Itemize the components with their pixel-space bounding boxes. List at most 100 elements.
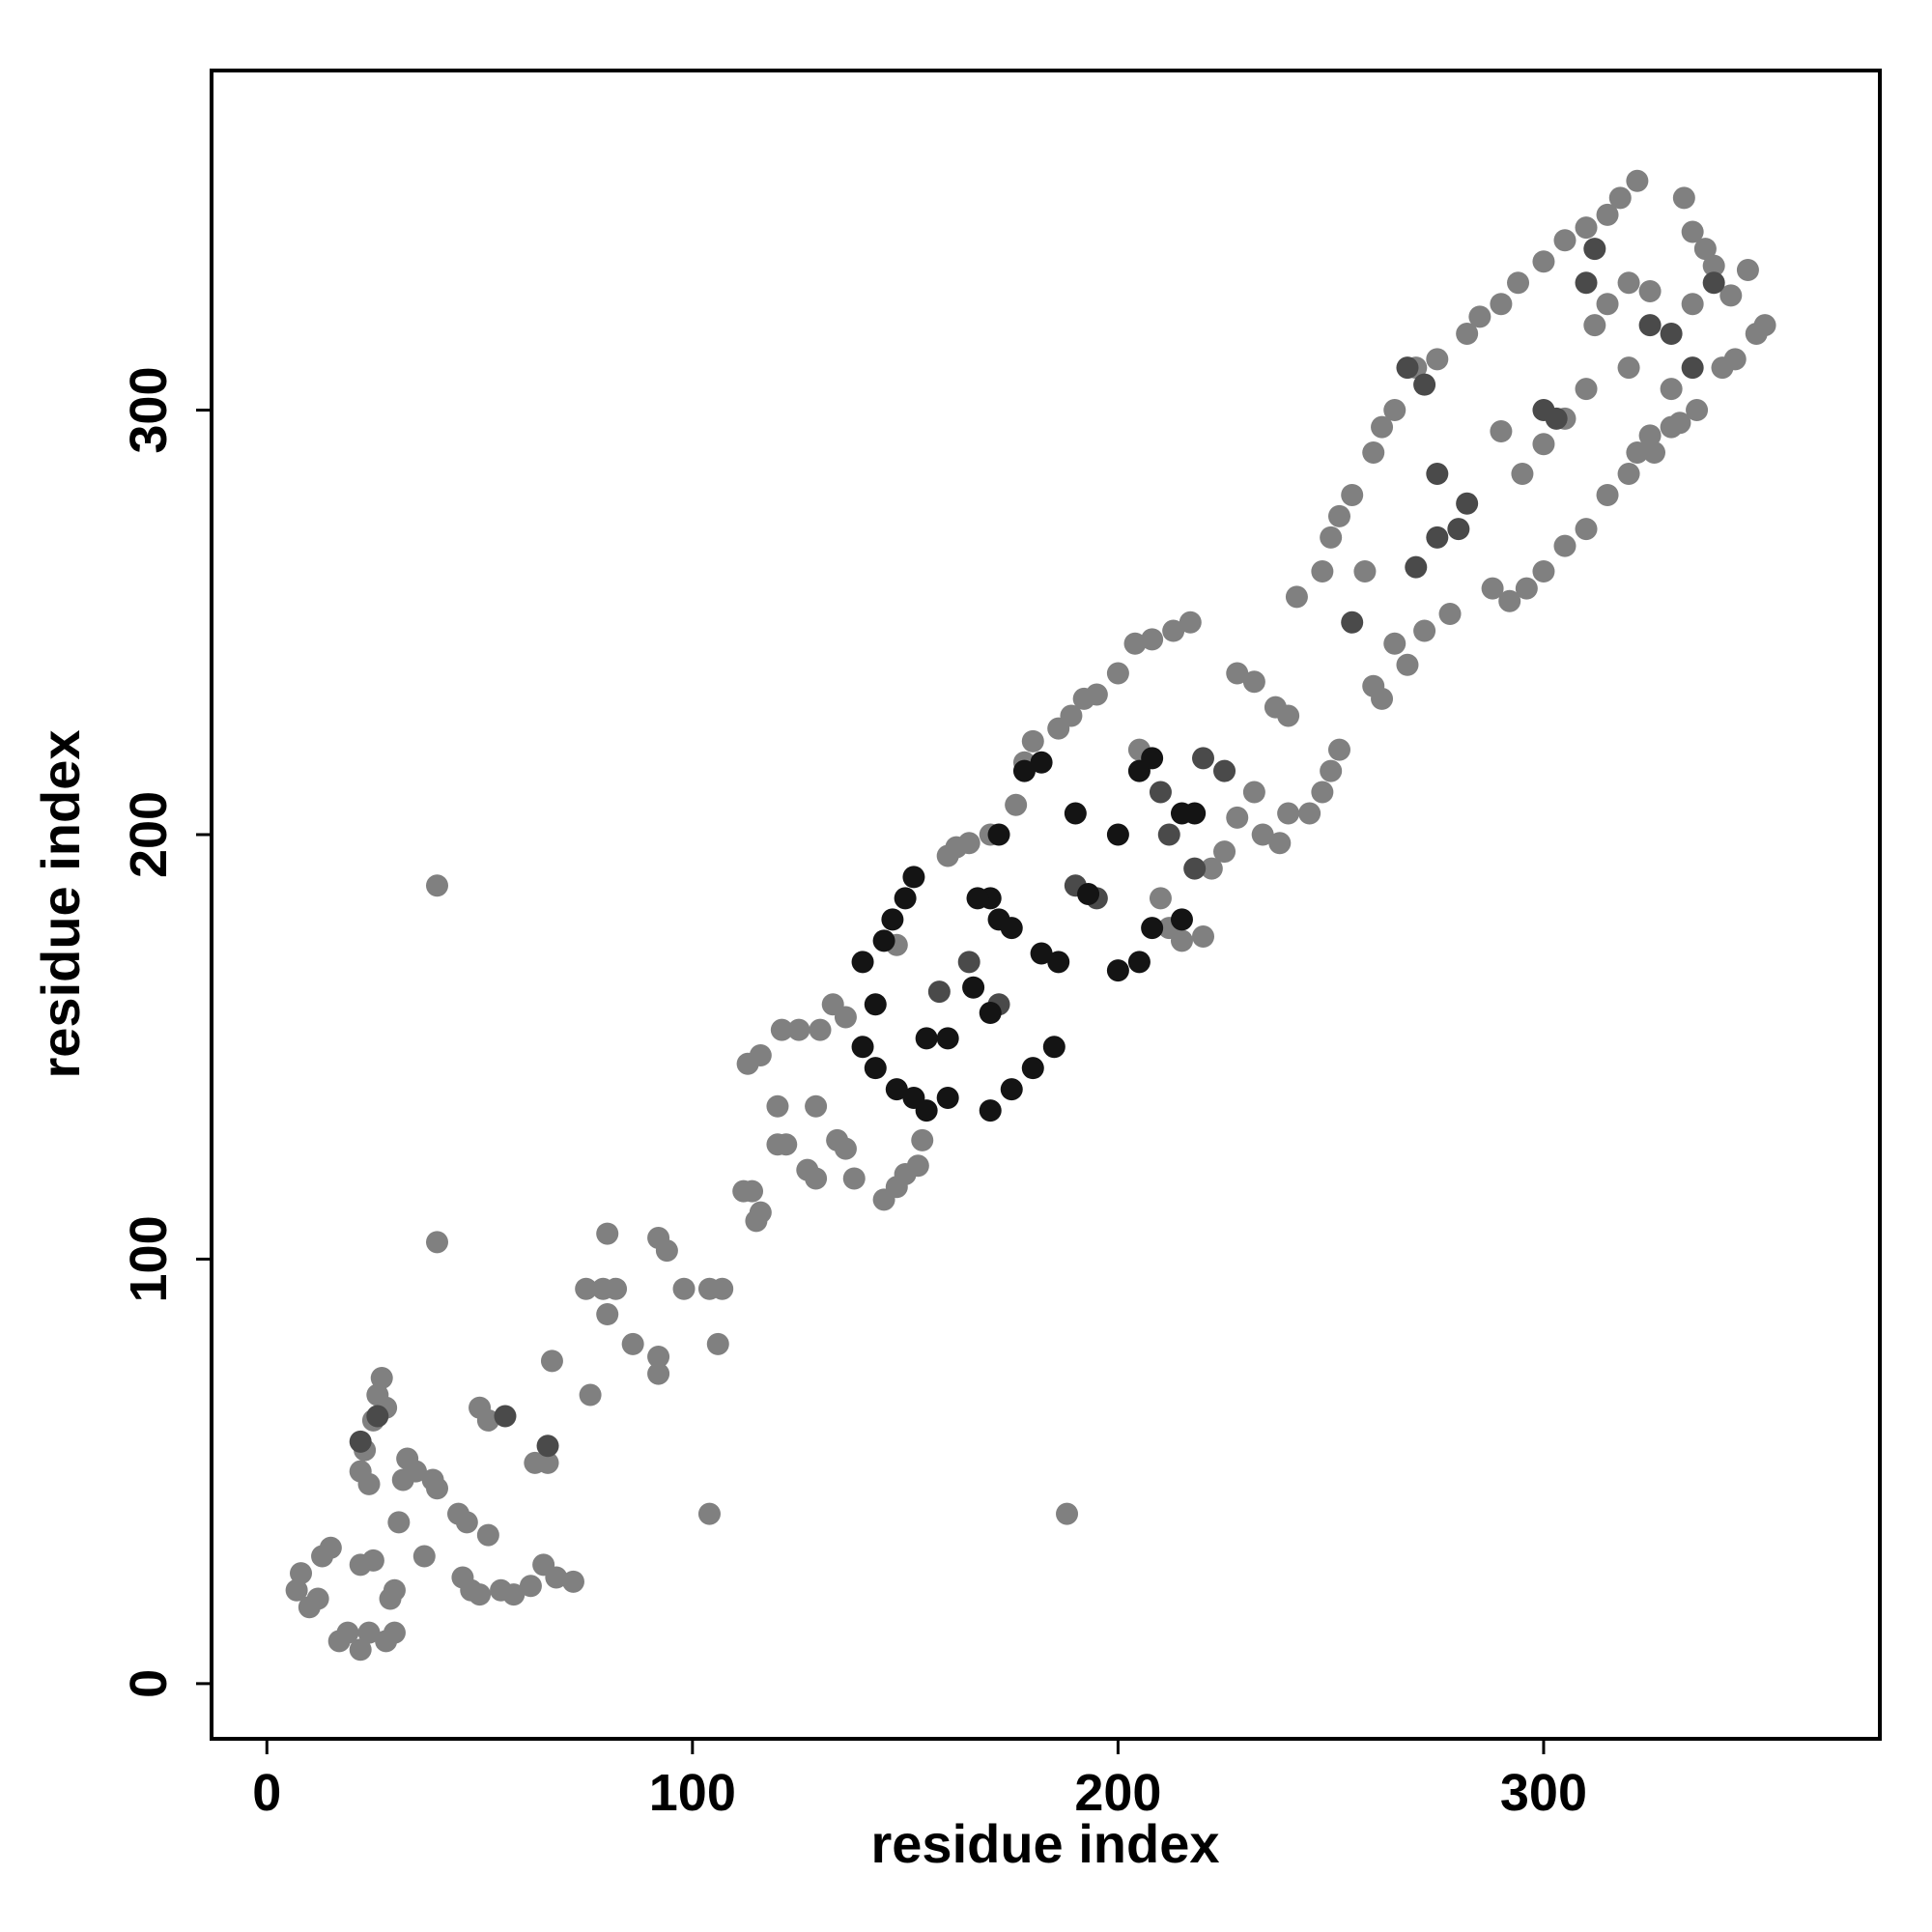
point	[894, 887, 917, 910]
point	[579, 1383, 602, 1406]
point	[1056, 1502, 1079, 1525]
point	[1149, 781, 1172, 804]
point	[1638, 314, 1662, 337]
point	[519, 1575, 542, 1598]
point	[349, 1430, 372, 1453]
point	[1005, 793, 1028, 816]
point	[1162, 619, 1185, 642]
point	[1626, 169, 1649, 192]
point	[540, 1350, 563, 1373]
point	[1362, 440, 1385, 464]
point	[1179, 611, 1202, 634]
point	[469, 1583, 492, 1606]
point	[1719, 284, 1743, 307]
point	[1268, 832, 1292, 855]
point	[1383, 632, 1406, 655]
point	[711, 1277, 734, 1300]
point	[1426, 462, 1449, 485]
point	[749, 1044, 772, 1067]
point	[775, 1133, 798, 1156]
point	[1413, 373, 1436, 396]
point	[1192, 924, 1215, 948]
point	[1341, 611, 1364, 634]
point	[412, 1545, 436, 1568]
point	[1157, 823, 1180, 846]
point	[1226, 806, 1249, 829]
point	[927, 980, 951, 1004]
point	[885, 1078, 908, 1101]
point	[1060, 704, 1083, 727]
point	[1277, 802, 1300, 825]
point	[1311, 781, 1334, 804]
point	[1490, 293, 1513, 316]
point	[1396, 653, 1419, 676]
point	[1106, 662, 1129, 685]
point	[1183, 802, 1207, 825]
point	[336, 1621, 359, 1644]
point	[1672, 186, 1695, 210]
point	[1030, 751, 1053, 774]
point	[1170, 929, 1193, 952]
point	[1413, 619, 1436, 642]
point	[476, 1408, 499, 1432]
y-tick-label: 100	[120, 1215, 178, 1302]
point	[1660, 322, 1683, 345]
point	[1532, 433, 1555, 456]
point	[851, 951, 874, 974]
point	[1608, 186, 1632, 210]
point	[1686, 399, 1709, 422]
point	[966, 887, 989, 910]
y-axis-title: residue index	[30, 729, 91, 1078]
point	[1213, 840, 1236, 864]
point	[1681, 356, 1704, 380]
point	[1371, 687, 1394, 710]
point	[1693, 238, 1717, 261]
point	[902, 866, 925, 889]
point	[1200, 857, 1223, 880]
point	[1575, 518, 1598, 541]
point	[864, 1057, 887, 1080]
point	[1251, 823, 1274, 846]
point	[805, 1094, 828, 1118]
point	[834, 1137, 857, 1160]
point	[1141, 917, 1164, 940]
point	[770, 1018, 793, 1041]
point	[979, 1099, 1002, 1122]
point	[357, 1621, 381, 1644]
point	[1596, 483, 1619, 506]
point	[383, 1621, 406, 1644]
point	[1141, 747, 1164, 770]
point	[319, 1536, 342, 1559]
point	[809, 1018, 832, 1041]
point	[1532, 250, 1555, 273]
point	[1681, 220, 1704, 243]
point	[1702, 271, 1725, 295]
point	[366, 1405, 389, 1428]
point	[1149, 887, 1172, 910]
point	[1000, 917, 1023, 940]
point	[1242, 670, 1265, 694]
y-tick-label: 200	[120, 791, 178, 878]
point	[936, 1027, 959, 1050]
point	[425, 1231, 448, 1254]
point	[1511, 462, 1534, 485]
point	[596, 1303, 619, 1326]
point	[1426, 526, 1449, 549]
point	[706, 1332, 729, 1355]
point	[1341, 483, 1364, 506]
point	[957, 832, 980, 855]
point	[1583, 314, 1606, 337]
point	[987, 823, 1010, 846]
point	[404, 1460, 427, 1483]
point	[805, 1167, 828, 1190]
point	[1327, 504, 1350, 527]
point	[1141, 628, 1164, 651]
point	[1170, 908, 1193, 931]
point	[1447, 518, 1470, 541]
x-tick-label: 300	[1500, 1764, 1587, 1822]
point	[647, 1362, 670, 1385]
point	[1617, 462, 1640, 485]
point	[1553, 534, 1577, 557]
